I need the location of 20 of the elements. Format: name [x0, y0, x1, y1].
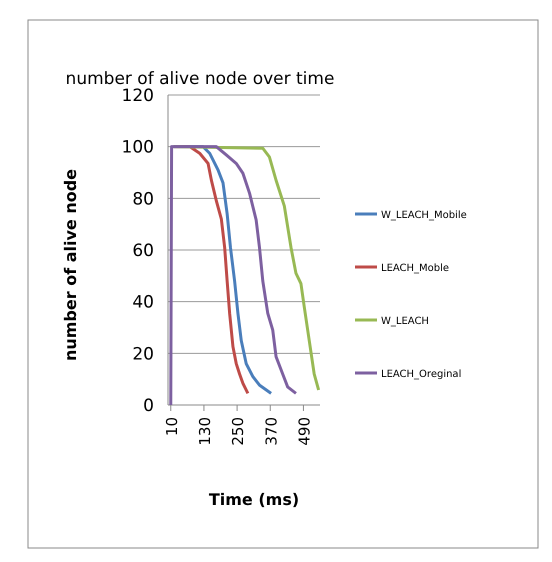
y-tick-label: 60 — [132, 241, 154, 261]
x-tick-label: 10 — [162, 417, 181, 436]
legend-label: W_LEACH_Mobile — [381, 210, 467, 221]
chart-title: number of alive node over time — [66, 69, 334, 89]
y-tick-label: 120 — [122, 86, 154, 106]
y-tick-label: 20 — [132, 344, 154, 364]
y-tick-label: 80 — [132, 189, 154, 210]
legend-label: LEACH_Oreginal — [381, 369, 462, 380]
y-axis-title: number of alive node — [61, 168, 80, 362]
legend-label: LEACH_Moble — [381, 263, 450, 274]
x-axis-title: Time (ms) — [208, 490, 300, 509]
legend-label: W_LEACH — [381, 316, 429, 327]
x-tick-label: 370 — [262, 417, 280, 446]
x-tick-label: 490 — [295, 417, 314, 446]
line-series — [169, 145, 298, 406]
x-tick-label: 130 — [196, 417, 214, 446]
y-tick-label: 100 — [122, 138, 154, 158]
y-tick-label: 0 — [143, 396, 154, 416]
x-tick-label: 250 — [229, 417, 248, 446]
y-tick-label: 40 — [132, 292, 154, 313]
